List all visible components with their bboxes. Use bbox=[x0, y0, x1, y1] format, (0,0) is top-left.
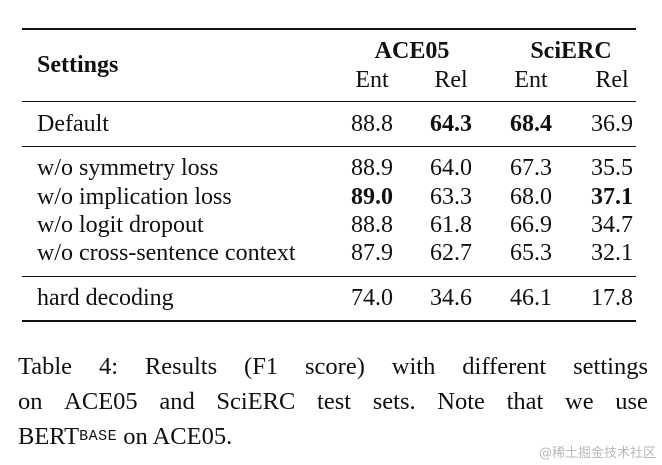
row-label-default: Default bbox=[37, 111, 109, 137]
cell-default-ace05-ent: 88.8 bbox=[351, 111, 393, 137]
caption-word: on bbox=[18, 388, 43, 415]
caption-word: Note bbox=[437, 388, 485, 415]
cell-implication-ace05-ent: 89.0 bbox=[351, 184, 393, 210]
subcol-scierc-rel: Rel bbox=[595, 67, 629, 93]
settings-header: Settings bbox=[37, 52, 119, 78]
caption-word: with bbox=[391, 353, 436, 380]
cell-logit-dropout-ace05-ent: 88.8 bbox=[351, 212, 393, 238]
caption-line-2: on ACE05 and SciERC test sets. Note that… bbox=[18, 384, 648, 419]
table-top-rule bbox=[22, 28, 636, 30]
row-label-symmetry: w/o symmetry loss bbox=[37, 155, 219, 181]
cell-logit-dropout-scierc-ent: 66.9 bbox=[510, 212, 552, 238]
group-title-scierc: SciERC bbox=[530, 38, 612, 64]
caption-word: (F1 bbox=[244, 353, 279, 380]
caption-bert-subscript: BASE bbox=[79, 428, 118, 445]
cell-default-scierc-ent: 68.4 bbox=[510, 111, 552, 137]
cell-logit-dropout-ace05-rel: 61.8 bbox=[430, 212, 472, 238]
cell-hard-decoding-ace05-rel: 34.6 bbox=[430, 285, 472, 311]
cell-symmetry-ace05-ent: 88.9 bbox=[351, 155, 393, 181]
caption-word: different bbox=[462, 353, 547, 380]
caption-word: 4: bbox=[98, 353, 119, 380]
watermark: @稀土掘金技术社区 bbox=[538, 446, 656, 461]
table-bottom-rule bbox=[22, 320, 636, 322]
default-bottom-rule bbox=[22, 146, 636, 147]
caption-word: test bbox=[317, 388, 352, 415]
cell-symmetry-scierc-rel: 35.5 bbox=[591, 155, 633, 181]
caption-line3-suffix: on ACE05. bbox=[117, 423, 233, 450]
row-label-hard-decoding: hard decoding bbox=[37, 285, 174, 311]
cell-cross-sentence-scierc-rel: 32.1 bbox=[591, 240, 633, 266]
caption-word: score) bbox=[305, 353, 365, 380]
cell-hard-decoding-scierc-rel: 17.8 bbox=[591, 285, 633, 311]
caption-word: Results bbox=[144, 353, 218, 380]
cell-cross-sentence-ace05-ent: 87.9 bbox=[351, 240, 393, 266]
caption-word: use bbox=[615, 388, 648, 415]
cell-implication-ace05-rel: 63.3 bbox=[430, 184, 472, 210]
caption-word: sets. bbox=[372, 388, 416, 415]
group-title-ace05: ACE05 bbox=[374, 38, 450, 64]
caption-word: settings bbox=[573, 353, 648, 380]
caption-word: that bbox=[506, 388, 544, 415]
cell-default-ace05-rel: 64.3 bbox=[430, 111, 472, 137]
cell-implication-scierc-ent: 68.0 bbox=[510, 184, 552, 210]
caption-line-1: Table 4: Results (F1 score) with differe… bbox=[18, 349, 648, 384]
row-label-implication: w/o implication loss bbox=[37, 184, 232, 210]
caption-bert: BERT bbox=[18, 423, 80, 450]
table-caption: Table 4: Results (F1 score) with differe… bbox=[18, 349, 648, 454]
subcol-scierc-ent: Ent bbox=[514, 67, 548, 93]
row-label-logit-dropout: w/o logit dropout bbox=[37, 212, 204, 238]
caption-word: and bbox=[159, 388, 195, 415]
header-bottom-rule bbox=[22, 101, 636, 102]
caption-line-3: BERT BASE on ACE05. bbox=[18, 419, 648, 454]
cell-symmetry-scierc-ent: 67.3 bbox=[510, 155, 552, 181]
caption-word: ACE05 bbox=[64, 388, 138, 415]
cell-hard-decoding-scierc-ent: 46.1 bbox=[510, 285, 552, 311]
caption-word: Table bbox=[18, 353, 73, 380]
row-label-cross-sentence: w/o cross-sentence context bbox=[37, 240, 296, 266]
subcol-ace05-ent: Ent bbox=[355, 67, 389, 93]
cell-hard-decoding-ace05-ent: 74.0 bbox=[351, 285, 393, 311]
caption-word: SciERC bbox=[216, 388, 296, 415]
caption-word: we bbox=[565, 388, 594, 415]
cell-logit-dropout-scierc-rel: 34.7 bbox=[591, 212, 633, 238]
cell-implication-scierc-rel: 37.1 bbox=[591, 184, 633, 210]
subcol-ace05-rel: Rel bbox=[434, 67, 468, 93]
ablation-bottom-rule bbox=[22, 276, 636, 277]
cell-symmetry-ace05-rel: 64.0 bbox=[430, 155, 472, 181]
cell-cross-sentence-ace05-rel: 62.7 bbox=[430, 240, 472, 266]
cell-default-scierc-rel: 36.9 bbox=[591, 111, 633, 137]
cell-cross-sentence-scierc-ent: 65.3 bbox=[510, 240, 552, 266]
